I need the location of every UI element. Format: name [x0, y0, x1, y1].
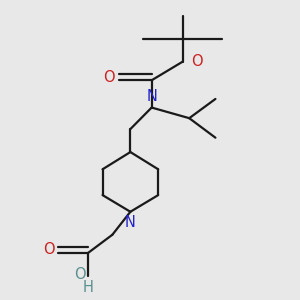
Text: N: N: [125, 215, 136, 230]
Text: O: O: [191, 54, 203, 69]
Text: O: O: [103, 70, 115, 85]
Text: O: O: [43, 242, 55, 257]
Text: H: H: [82, 280, 93, 296]
Text: O: O: [75, 267, 86, 282]
Text: N: N: [146, 89, 157, 104]
